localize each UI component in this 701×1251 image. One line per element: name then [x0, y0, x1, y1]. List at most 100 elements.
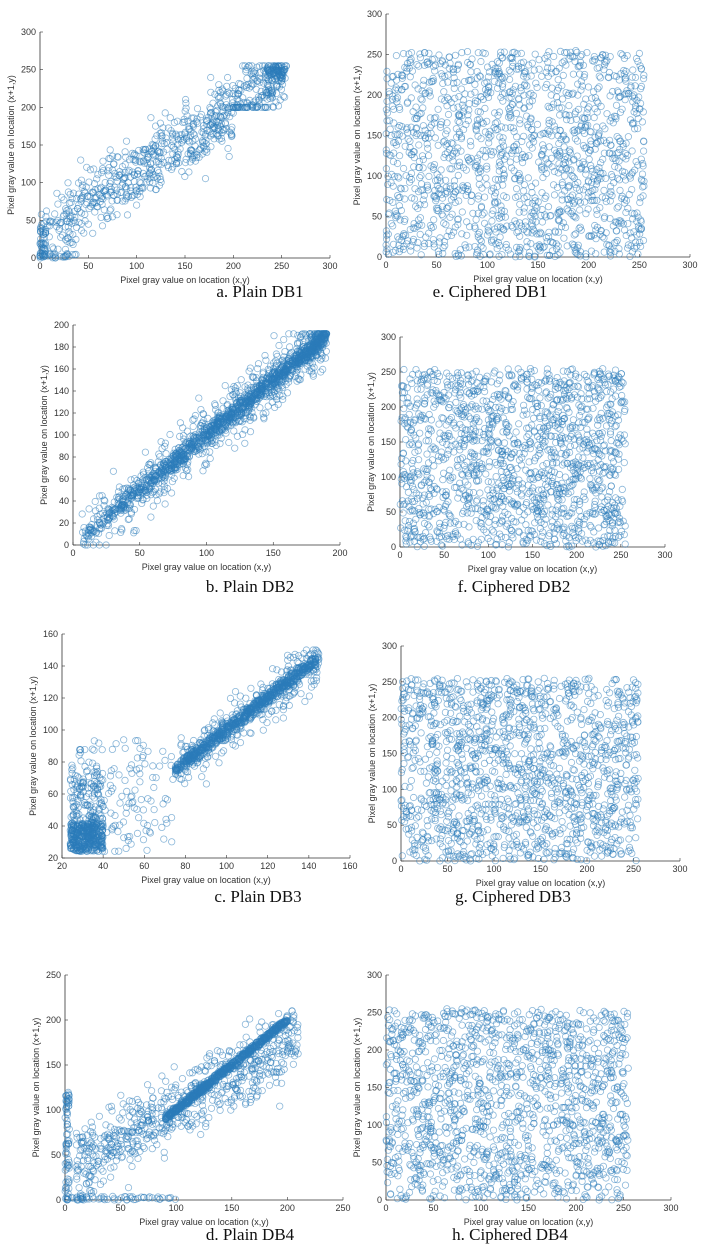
scatter-point — [60, 196, 68, 204]
scatter-point — [424, 144, 432, 152]
x-tick-label: 0 — [383, 260, 388, 270]
scatter-point — [225, 438, 233, 447]
scatter-point — [160, 140, 168, 148]
scatter-point — [243, 64, 251, 72]
scatter-point — [85, 178, 93, 186]
scatter-point — [77, 156, 85, 164]
scatter-point — [276, 73, 285, 81]
scatter-point — [597, 159, 605, 167]
scatter-point — [146, 169, 154, 177]
scatter-point — [93, 175, 101, 183]
scatter-series — [36, 62, 290, 262]
scatter-point — [613, 204, 621, 212]
scatter-point — [271, 62, 279, 71]
scatter-point — [150, 144, 158, 152]
scatter-point — [415, 157, 423, 166]
panel-caption: a. Plain DB1 — [216, 282, 303, 301]
scatter-point — [435, 420, 443, 428]
scatter-point — [52, 218, 61, 226]
scatter-point — [172, 130, 180, 138]
scatter-point — [245, 62, 253, 70]
scatter-point — [480, 193, 489, 201]
scatter-point — [525, 61, 533, 69]
scatter-point — [152, 122, 160, 130]
scatter-point — [42, 213, 50, 221]
scatter-point — [425, 49, 433, 57]
scatter-point — [182, 95, 190, 104]
scatter-point — [109, 467, 118, 475]
scatter-point — [130, 151, 138, 159]
scatter-point — [593, 210, 601, 219]
scatter-point — [189, 422, 197, 431]
scatter-point — [492, 472, 500, 481]
scatter-point — [538, 72, 546, 80]
scatter-point — [622, 208, 630, 217]
scatter-point — [214, 121, 222, 129]
scatter-point — [225, 152, 233, 161]
scatter-point — [558, 59, 566, 67]
scatter-point — [489, 206, 497, 215]
scatter-point — [37, 223, 45, 231]
scatter-point — [122, 153, 130, 161]
scatter-point — [69, 189, 78, 197]
scatter-point — [168, 156, 176, 164]
scatter-point — [444, 110, 453, 119]
scatter-point — [68, 212, 76, 220]
x-tick-label: 300 — [682, 260, 697, 270]
scatter-point — [285, 343, 294, 351]
scatter-point — [111, 169, 119, 177]
scatter-point — [91, 497, 99, 506]
x-tick-label: 0 — [397, 550, 402, 560]
scatter-point — [272, 72, 280, 80]
y-tick-label: 40 — [59, 496, 69, 506]
scatter-point — [152, 172, 160, 180]
scatter-point — [119, 179, 127, 187]
scatter-point — [268, 76, 276, 85]
scatter-point — [387, 79, 395, 87]
scatter-point — [589, 88, 598, 96]
scatter-point — [272, 350, 280, 358]
scatter-point — [106, 182, 114, 191]
scatter-point — [75, 201, 83, 209]
scatter-point — [264, 402, 272, 410]
scatter-point — [141, 172, 149, 181]
y-tick-label: 80 — [59, 452, 69, 462]
scatter-point — [237, 376, 245, 384]
scatter-point — [387, 220, 395, 228]
scatter-point — [228, 123, 236, 131]
scatter-point — [130, 170, 138, 178]
scatter-point — [162, 449, 170, 458]
scatter-point — [166, 114, 174, 122]
scatter-point — [83, 163, 91, 171]
scatter-point — [512, 109, 521, 118]
scatter-point — [111, 183, 119, 191]
scatter-point — [191, 157, 200, 165]
scatter-point — [263, 95, 271, 103]
scatter-point — [161, 109, 169, 117]
scatter-point — [280, 335, 288, 344]
scatter-point — [78, 510, 86, 518]
scatter-point — [566, 146, 574, 154]
y-tick-label: 180 — [54, 342, 69, 352]
scatter-point — [155, 160, 163, 168]
scatter-point — [181, 159, 190, 167]
y-tick-label: 140 — [54, 386, 69, 396]
scatter-series — [396, 364, 629, 551]
scatter-point — [105, 154, 113, 163]
scatter-point — [593, 123, 601, 131]
scatter-point — [430, 216, 438, 224]
scatter-point — [536, 524, 545, 533]
scatter-point — [575, 411, 584, 420]
scatter-point — [595, 83, 603, 91]
scatter-point — [133, 170, 142, 178]
scatter-point — [147, 114, 155, 122]
scatter-point — [216, 112, 224, 120]
scatter-point — [269, 64, 277, 72]
x-tick-label: 50 — [83, 261, 93, 271]
scatter-point — [133, 201, 141, 209]
scatter-point — [280, 93, 289, 101]
scatter-point — [189, 130, 197, 138]
x-tick-label: 0 — [70, 548, 75, 558]
scatter-point — [609, 458, 618, 466]
